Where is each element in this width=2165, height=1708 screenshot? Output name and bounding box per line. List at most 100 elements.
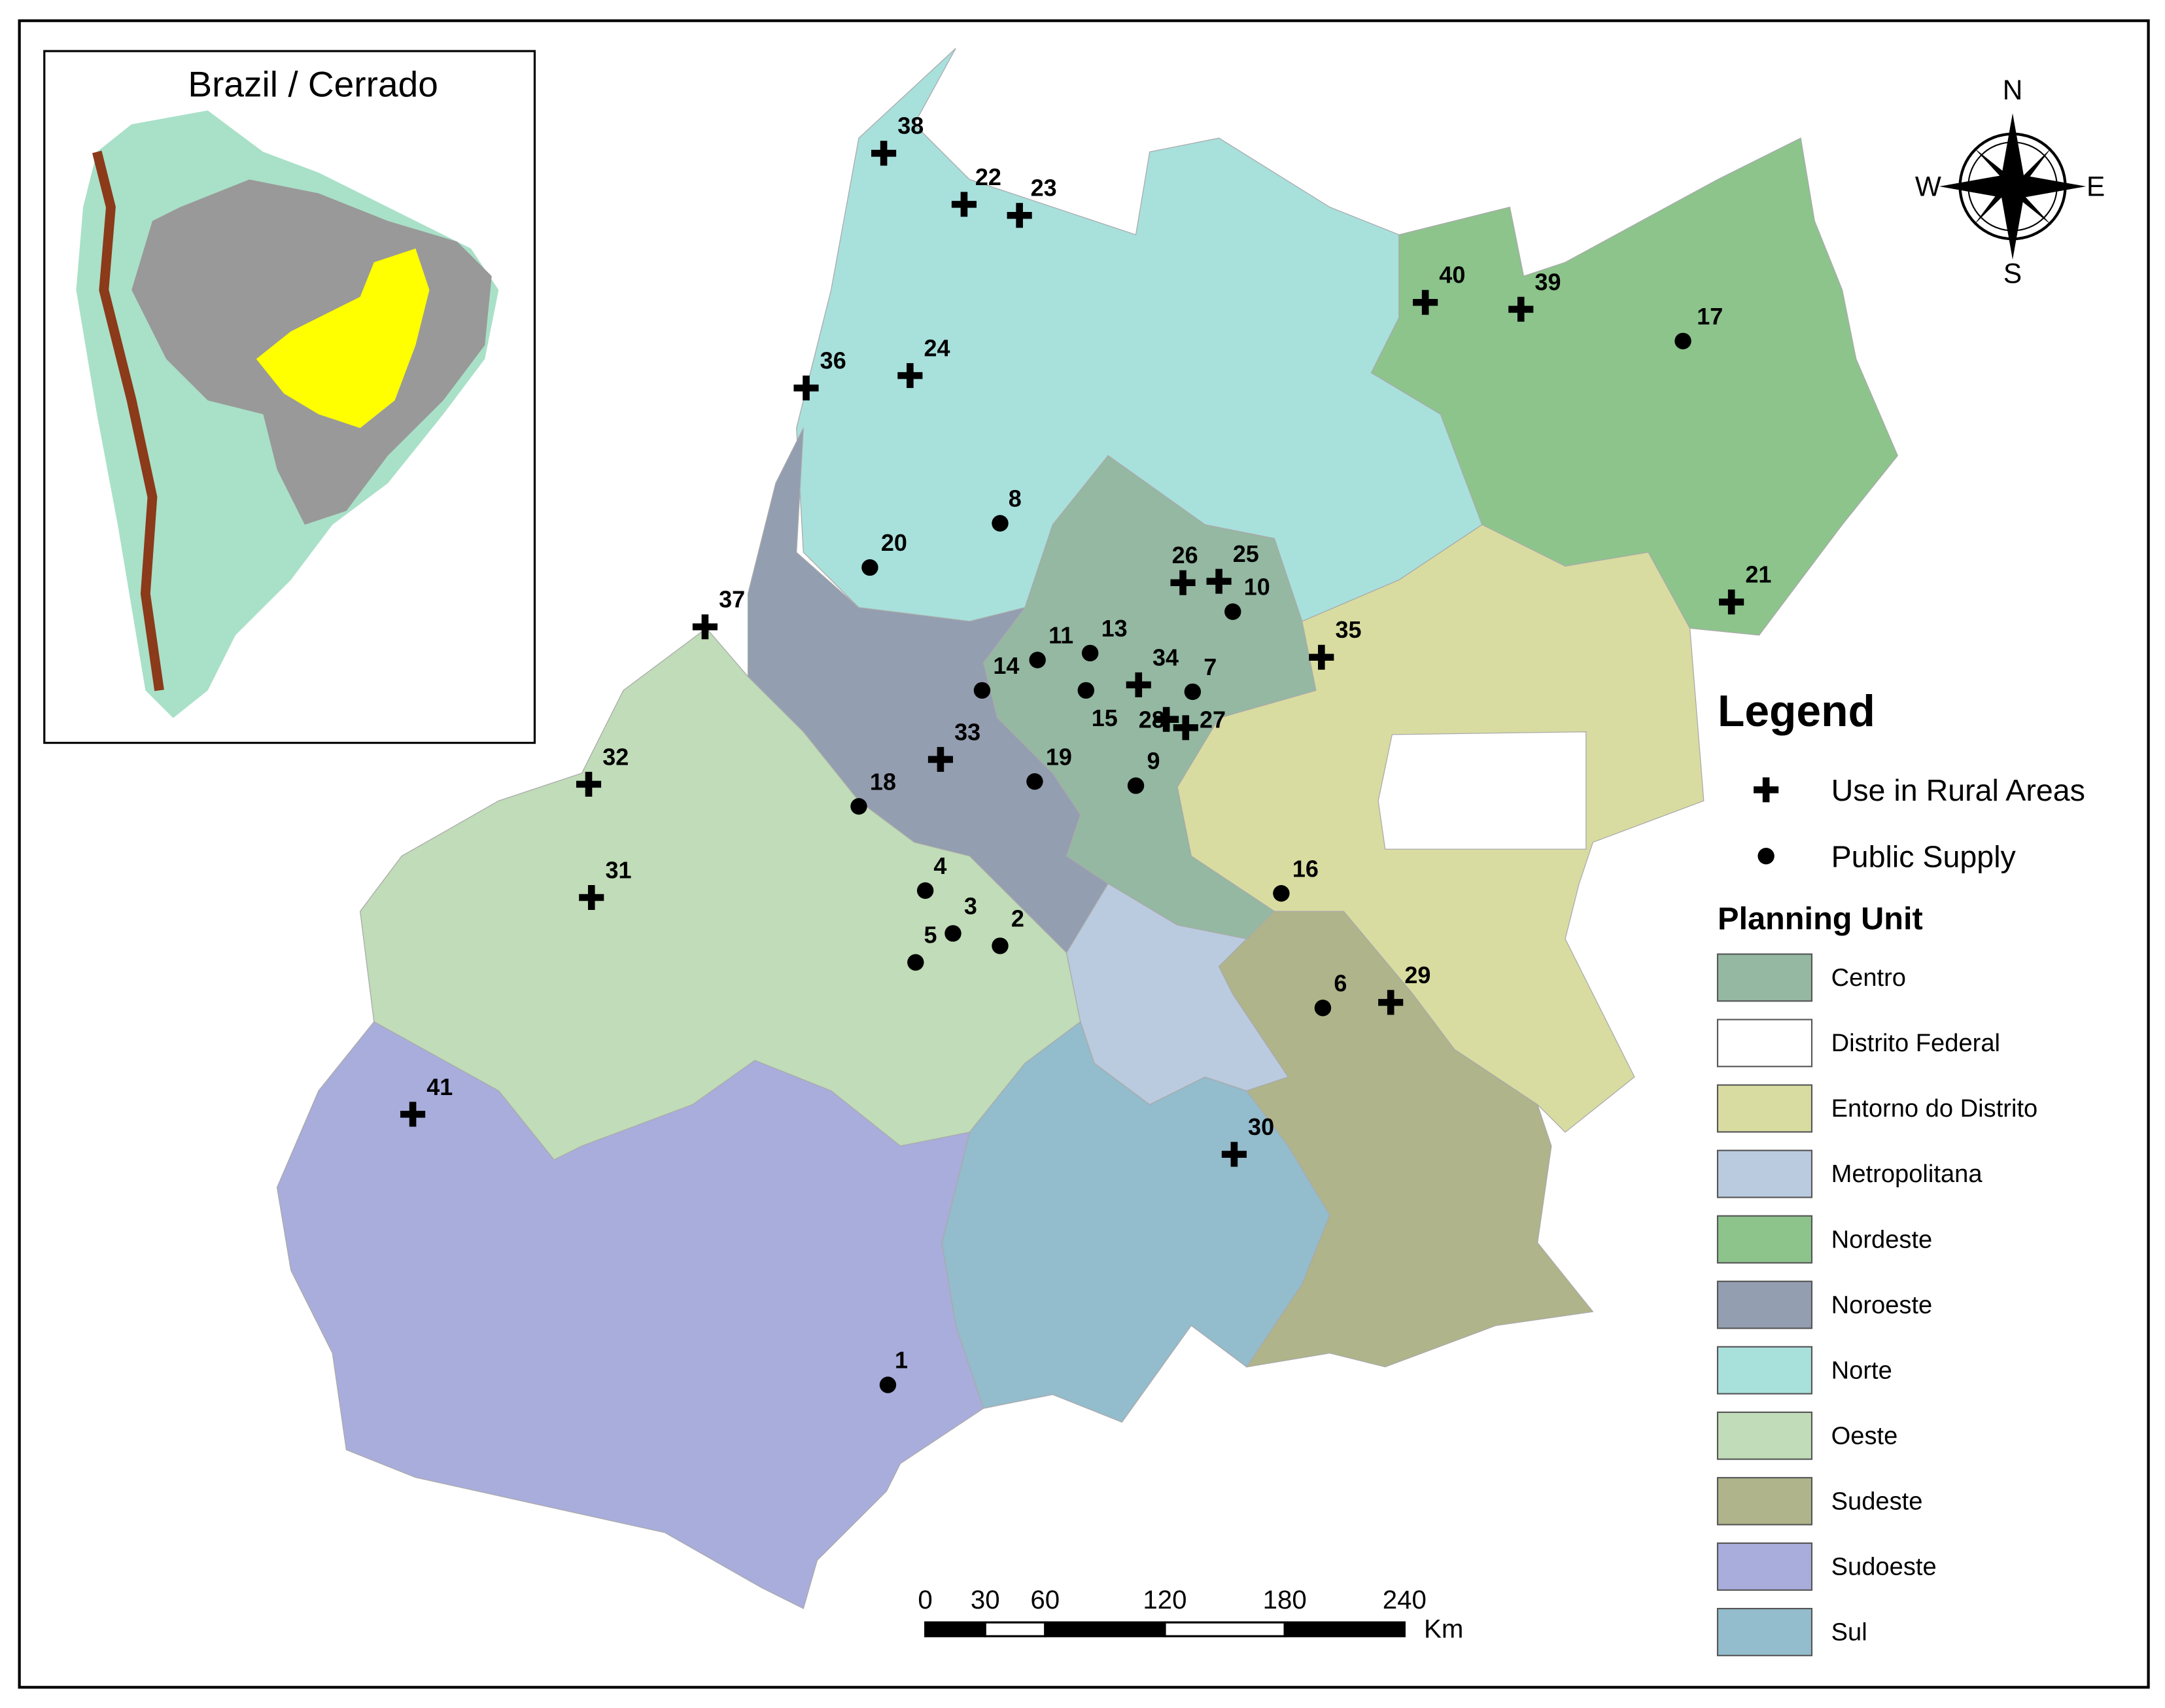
legend-swatch <box>1716 1215 1813 1264</box>
legend-title: Legend <box>1718 687 1875 736</box>
public-marker <box>1029 652 1046 669</box>
point-label: 19 <box>1046 743 1072 770</box>
public-marker <box>916 882 934 899</box>
rural-marker <box>927 746 953 772</box>
public-marker <box>1081 644 1099 662</box>
legend-label: Use in Rural Areas <box>1831 773 2085 807</box>
public-marker <box>1674 332 1691 350</box>
compass-n: N <box>2003 75 2023 105</box>
public-marker <box>861 559 878 576</box>
point-label: 38 <box>897 113 924 139</box>
legend-swatch <box>1716 1411 1813 1460</box>
legend-swatch <box>1716 953 1813 1002</box>
rural-marker <box>1170 570 1196 595</box>
rural-marker <box>576 771 602 797</box>
scale-segment <box>984 1621 1047 1637</box>
point-label: 29 <box>1404 962 1430 988</box>
legend-label: Noroeste <box>1831 1291 1933 1319</box>
public-marker <box>907 954 924 971</box>
point-label: 20 <box>881 529 907 556</box>
legend-swatch <box>1716 1084 1813 1133</box>
point-label: 24 <box>924 335 950 362</box>
public-marker <box>1077 682 1095 699</box>
legend-label: Centro <box>1831 964 1906 992</box>
point-label: 41 <box>426 1073 453 1100</box>
point-label: 10 <box>1244 574 1270 601</box>
scale-segment <box>1164 1621 1286 1637</box>
point-label: 18 <box>870 768 896 795</box>
region <box>1377 731 1587 850</box>
public-marker <box>1184 683 1202 701</box>
scale-label: 120 <box>1143 1585 1186 1614</box>
point-label: 15 <box>1092 705 1118 731</box>
andes <box>92 150 164 691</box>
rural-marker <box>871 141 897 166</box>
point-label: 8 <box>1009 485 1022 512</box>
scale-label: 240 <box>1383 1585 1427 1614</box>
point-label: 34 <box>1152 644 1179 671</box>
point-label: 26 <box>1172 542 1198 568</box>
point-label: 2 <box>1011 905 1024 932</box>
legend-swatch <box>1716 1542 1813 1591</box>
point-label: 30 <box>1248 1113 1274 1140</box>
region <box>276 1021 984 1609</box>
cerrado <box>256 248 430 428</box>
scale-label: 30 <box>971 1585 1000 1614</box>
rural-marker <box>579 884 604 910</box>
point-label: 22 <box>975 164 1001 190</box>
rural-marker <box>1154 706 1179 732</box>
public-marker <box>1224 603 1241 620</box>
rural-marker <box>951 192 977 217</box>
public-marker <box>1314 1000 1332 1017</box>
scale-unit: Km <box>1424 1614 1463 1643</box>
rural-marker <box>1378 990 1404 1015</box>
point-label: 36 <box>820 347 846 374</box>
public-marker <box>1026 773 1043 790</box>
rural-marker <box>1221 1142 1247 1167</box>
rural-marker <box>1206 568 1232 594</box>
point-label: 21 <box>1745 561 1771 588</box>
public-marker <box>1127 777 1145 794</box>
rural-marker <box>1508 296 1534 322</box>
regions <box>276 48 1899 1609</box>
public-marker <box>973 682 991 699</box>
public-marker <box>1758 848 1775 865</box>
legend: Centro Distrito Federal Entorno do Distrit… <box>1716 773 2085 1656</box>
point-label: 31 <box>605 856 631 883</box>
legend-label: Nordeste <box>1831 1226 1933 1253</box>
scale-segment <box>1283 1621 1406 1637</box>
point-label: 23 <box>1031 175 1057 201</box>
legend-label: Entorno do Distrito <box>1831 1095 2038 1123</box>
inset-title: Brazil / Cerrado <box>188 64 438 105</box>
point-label: 5 <box>924 922 937 949</box>
compass-star <box>1973 147 2052 226</box>
point-label: 32 <box>602 743 629 770</box>
rural-marker <box>692 614 718 640</box>
rural-marker <box>1173 715 1198 741</box>
point-label: 4 <box>933 852 946 879</box>
rural-marker <box>400 1102 426 1127</box>
scale-label: 60 <box>1030 1585 1060 1614</box>
compass-s: S <box>2003 258 2022 289</box>
point-label: 17 <box>1697 303 1723 330</box>
rural-marker <box>1754 777 1779 803</box>
legend-swatch <box>1716 1346 1813 1395</box>
rural-marker <box>1126 672 1151 697</box>
legend-swatch <box>1716 1280 1813 1329</box>
legend-label: Sudoeste <box>1831 1554 1937 1581</box>
public-marker <box>1273 884 1290 902</box>
point-label: 9 <box>1147 748 1160 775</box>
rural-marker <box>1309 644 1334 670</box>
compass: N S W E <box>1915 75 2105 289</box>
point-label: 39 <box>1534 268 1561 295</box>
legend-swatch <box>1716 1476 1813 1525</box>
point-label: 14 <box>993 652 1019 679</box>
point-label: 7 <box>1204 654 1217 680</box>
public-marker <box>850 798 867 815</box>
public-marker <box>944 925 961 942</box>
point-label: 6 <box>1334 970 1347 997</box>
point-label: 1 <box>895 1347 908 1374</box>
rural-marker <box>1413 290 1438 315</box>
